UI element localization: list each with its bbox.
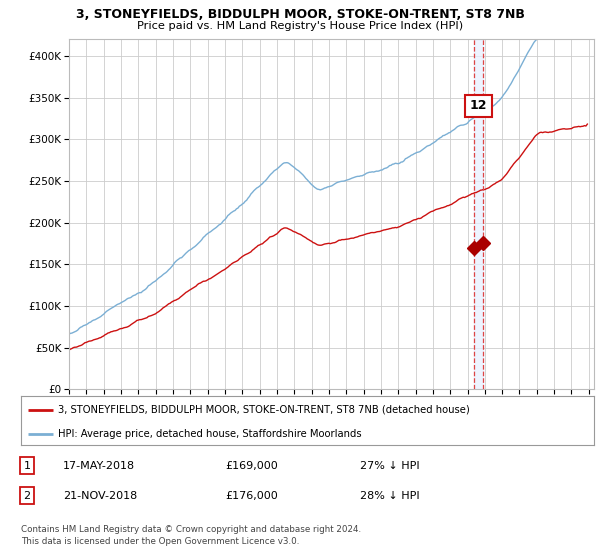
Text: 12: 12: [470, 99, 487, 113]
Text: 2: 2: [23, 491, 31, 501]
Bar: [474, 39, 483, 389]
Text: Price paid vs. HM Land Registry's House Price Index (HPI): Price paid vs. HM Land Registry's House …: [137, 21, 463, 31]
Text: 27% ↓ HPI: 27% ↓ HPI: [360, 461, 419, 471]
Text: 1: 1: [23, 461, 31, 471]
Text: £176,000: £176,000: [225, 491, 278, 501]
Text: Contains HM Land Registry data © Crown copyright and database right 2024.
This d: Contains HM Land Registry data © Crown c…: [21, 525, 361, 546]
Text: 28% ↓ HPI: 28% ↓ HPI: [360, 491, 419, 501]
Text: 3, STONEYFIELDS, BIDDULPH MOOR, STOKE-ON-TRENT, ST8 7NB (detached house): 3, STONEYFIELDS, BIDDULPH MOOR, STOKE-ON…: [58, 405, 470, 415]
Text: 21-NOV-2018: 21-NOV-2018: [63, 491, 137, 501]
Text: 3, STONEYFIELDS, BIDDULPH MOOR, STOKE-ON-TRENT, ST8 7NB: 3, STONEYFIELDS, BIDDULPH MOOR, STOKE-ON…: [76, 8, 524, 21]
Text: 17-MAY-2018: 17-MAY-2018: [63, 461, 135, 471]
Text: £169,000: £169,000: [225, 461, 278, 471]
Text: HPI: Average price, detached house, Staffordshire Moorlands: HPI: Average price, detached house, Staf…: [58, 430, 362, 440]
